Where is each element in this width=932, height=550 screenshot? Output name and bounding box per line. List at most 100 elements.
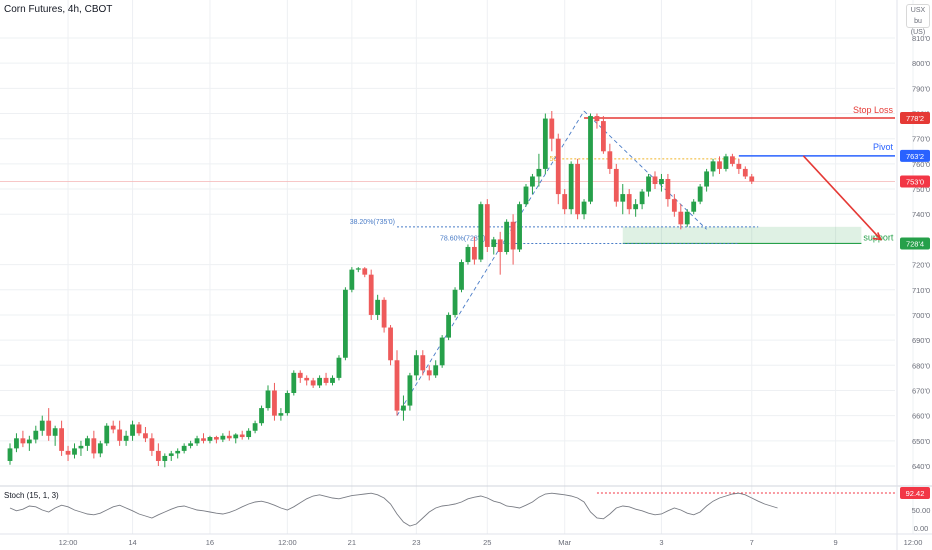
candle-body-31	[207, 437, 213, 441]
candle-body-39	[259, 408, 264, 424]
price-tick-label-1: 800'0	[912, 59, 930, 68]
candle-body-53	[349, 269, 355, 290]
candle-body-74	[484, 204, 490, 247]
projection-arrow-head	[872, 232, 883, 241]
candle-body-2	[20, 438, 26, 444]
price-tick-label-16: 640'0	[912, 462, 930, 471]
candle-body-60	[394, 360, 400, 411]
candle-body-109	[710, 161, 716, 172]
candle-body-65	[426, 370, 432, 376]
candle-body-107	[697, 186, 703, 202]
candle-body-78	[510, 221, 516, 250]
candle-body-83	[542, 118, 548, 169]
candle-body-20	[136, 424, 142, 434]
stoch-label: Stoch (15, 1, 3)	[4, 491, 59, 500]
candle-body-75	[491, 239, 497, 247]
candle-body-29	[194, 438, 200, 444]
price-tick-label-15: 650'0	[912, 437, 930, 446]
fib-382-label: 38.20%(735'0)	[350, 219, 395, 226]
candle-body-33	[220, 435, 226, 440]
time-tick-label-6: 25	[483, 538, 491, 547]
time-tick-label-8: 3	[659, 538, 663, 547]
currency-unit-label: USX	[910, 7, 926, 14]
candle-body-51	[336, 357, 342, 378]
time-tick-label-1: 14	[128, 538, 136, 547]
price-tick-label-11: 690'0	[912, 336, 930, 345]
candle-body-21	[143, 433, 148, 439]
fib-swing-up	[396, 110, 585, 416]
candle-body-91	[594, 116, 600, 122]
candle-body-57	[375, 299, 381, 315]
price-tick-label-7: 740'0	[912, 210, 930, 219]
price-tick-label-6: 750'0	[912, 185, 930, 194]
price-tick-label-4: 770'0	[912, 135, 930, 144]
projection-arrow	[802, 155, 882, 240]
candle-body-95	[620, 194, 626, 202]
candle-body-99	[646, 176, 651, 192]
candle-body-38	[252, 423, 258, 431]
stoch-line	[9, 492, 778, 527]
stop-loss-label: Stop Loss	[853, 105, 894, 115]
candle-body-14	[97, 443, 103, 454]
candle-body-4	[33, 430, 39, 440]
candle-body-19	[130, 424, 135, 436]
price-tick-label-9: 710'0	[912, 286, 930, 295]
candle-body-47	[310, 380, 316, 386]
candle-body-97	[633, 204, 639, 210]
candle-body-114	[742, 168, 748, 177]
candle-body-115	[749, 176, 755, 182]
time-tick-label-3: 12:00	[278, 538, 297, 547]
candle-body-10	[72, 448, 77, 455]
candle-body-63	[413, 355, 419, 376]
candle-body-59	[388, 327, 393, 361]
candle-body-110	[717, 161, 722, 169]
currency-unit-button[interactable]: USX bu (US)	[906, 4, 930, 36]
candle-body-1	[14, 438, 19, 449]
candle-body-112	[730, 156, 735, 164]
candle-body-102	[665, 178, 671, 200]
candle-body-98	[639, 191, 645, 205]
candle-body-96	[626, 194, 632, 210]
candle-body-16	[110, 425, 116, 430]
stoch-tick-0: 0.00	[914, 524, 929, 533]
candle-body-103	[671, 199, 677, 212]
candle-body-62	[407, 375, 413, 406]
time-tick-label-5: 23	[412, 538, 420, 547]
candle-body-42	[278, 413, 284, 416]
candle-body-3	[26, 439, 32, 444]
candle-body-25	[168, 453, 174, 456]
support-zone	[622, 226, 862, 244]
candle-body-105	[684, 211, 690, 225]
stop-loss-price-tag-label: 778'2	[906, 114, 924, 123]
candle-body-67	[439, 337, 445, 366]
candle-body-41	[272, 390, 277, 416]
candle-body-64	[420, 355, 426, 371]
candle-body-45	[297, 372, 303, 378]
candle-body-52	[343, 289, 348, 358]
candle-body-35	[233, 434, 239, 439]
candle-body-76	[497, 239, 503, 252]
volume-unit-label: bu (US)	[910, 18, 926, 36]
price-tick-label-8: 720'0	[912, 261, 930, 270]
candle-body-13	[91, 438, 97, 454]
candle-body-23	[155, 450, 161, 461]
candle-body-89	[581, 201, 587, 215]
time-tick-label-11: 12:00	[904, 538, 923, 547]
candle-body-86	[562, 194, 568, 210]
time-tick-label-9: 7	[750, 538, 754, 547]
candle-body-77	[504, 221, 510, 252]
candle-body-32	[214, 437, 219, 440]
candle-body-15	[104, 425, 110, 444]
candle-body-49	[323, 377, 329, 383]
price-tick-label-14: 660'0	[912, 412, 930, 421]
candle-body-71	[465, 246, 471, 263]
candle-body-100	[652, 176, 658, 185]
candle-body-0	[7, 448, 13, 461]
candle-body-88	[575, 163, 580, 215]
candle-body-66	[433, 365, 439, 376]
fib-786-label: 78.60%(728'4)	[440, 235, 485, 242]
candle-body-72	[472, 246, 477, 260]
candle-body-34	[226, 435, 232, 439]
candle-body-18	[123, 435, 129, 441]
